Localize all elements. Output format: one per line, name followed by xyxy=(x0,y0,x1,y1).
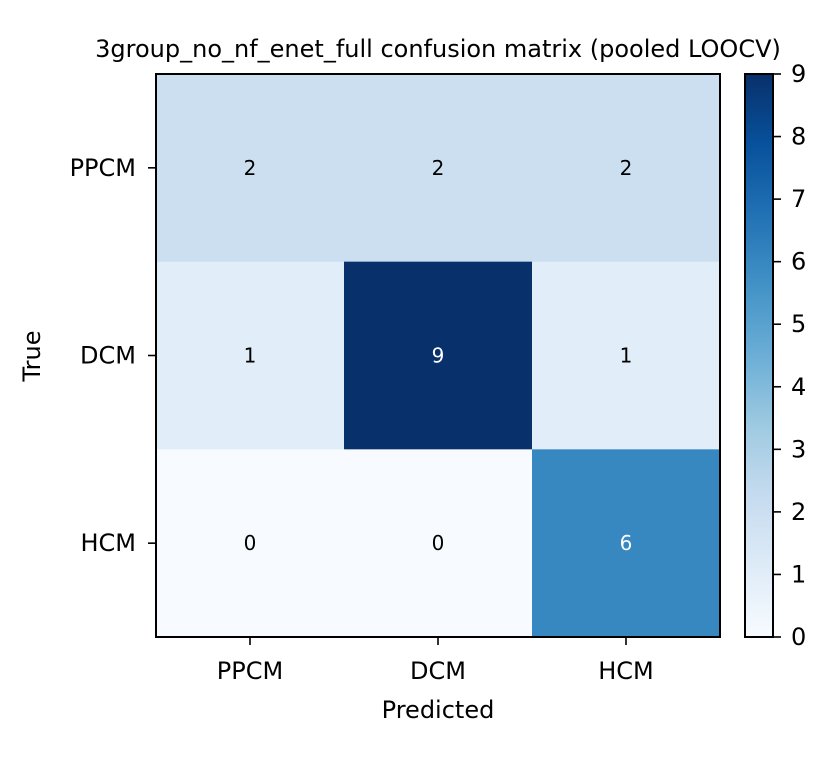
y-axis-ticks: PPCM DCM HCM xyxy=(70,154,156,557)
colorbar-tick-label: 8 xyxy=(791,123,806,151)
matrix-cell-value: 2 xyxy=(620,156,633,180)
matrix-cell xyxy=(156,261,345,450)
matrix-cell xyxy=(156,449,345,638)
matrix-cell-value: 2 xyxy=(432,156,445,180)
colorbar-tick-label: 7 xyxy=(791,185,806,213)
matrix-cell-value: 1 xyxy=(620,344,633,368)
matrix-cell-value: 9 xyxy=(432,344,445,368)
matrix-cell-value: 2 xyxy=(244,156,257,180)
colorbar-tick-label: 2 xyxy=(791,498,806,526)
colorbar-tick-label: 0 xyxy=(791,623,806,651)
matrix-cell xyxy=(532,74,721,263)
matrix-cell xyxy=(532,261,721,450)
colorbar-tick-label: 9 xyxy=(791,60,806,88)
colorbar-tick-label: 4 xyxy=(791,373,806,401)
matrix-cell xyxy=(156,74,345,263)
matrix-cell-value: 1 xyxy=(244,344,257,368)
chart-title: 3group_no_nf_enet_full confusion matrix … xyxy=(95,35,781,63)
matrix-cell-value: 6 xyxy=(620,531,633,555)
colorbar-tick-label: 6 xyxy=(791,248,806,276)
matrix-cell-value: 0 xyxy=(432,531,445,555)
x-tick-label: DCM xyxy=(410,657,466,685)
x-axis-ticks: PPCM DCM HCM xyxy=(217,637,654,685)
matrix-cell xyxy=(344,74,533,263)
matrix-cells xyxy=(156,74,721,638)
matrix-cell xyxy=(532,449,721,638)
x-axis-label: Predicted xyxy=(382,696,495,724)
y-tick-label: PPCM xyxy=(70,154,136,182)
y-tick-label: DCM xyxy=(80,342,136,370)
colorbar-tick-label: 1 xyxy=(791,560,806,588)
matrix-cell-value: 0 xyxy=(244,531,257,555)
colorbar xyxy=(744,73,774,638)
matrix-cell xyxy=(344,449,533,638)
matrix-cell xyxy=(344,261,533,450)
x-tick-label: PPCM xyxy=(217,657,283,685)
colorbar-tick-label: 5 xyxy=(791,310,806,338)
colorbar-tick-label: 3 xyxy=(791,435,806,463)
y-axis-label: True xyxy=(18,331,46,383)
matrix-cell-labels: 2 2 2 1 9 1 0 0 6 xyxy=(244,156,633,555)
y-tick-label: HCM xyxy=(80,529,136,557)
x-tick-label: HCM xyxy=(598,657,654,685)
colorbar-ticks: 0 1 2 3 4 5 6 7 8 9 xyxy=(773,60,806,651)
